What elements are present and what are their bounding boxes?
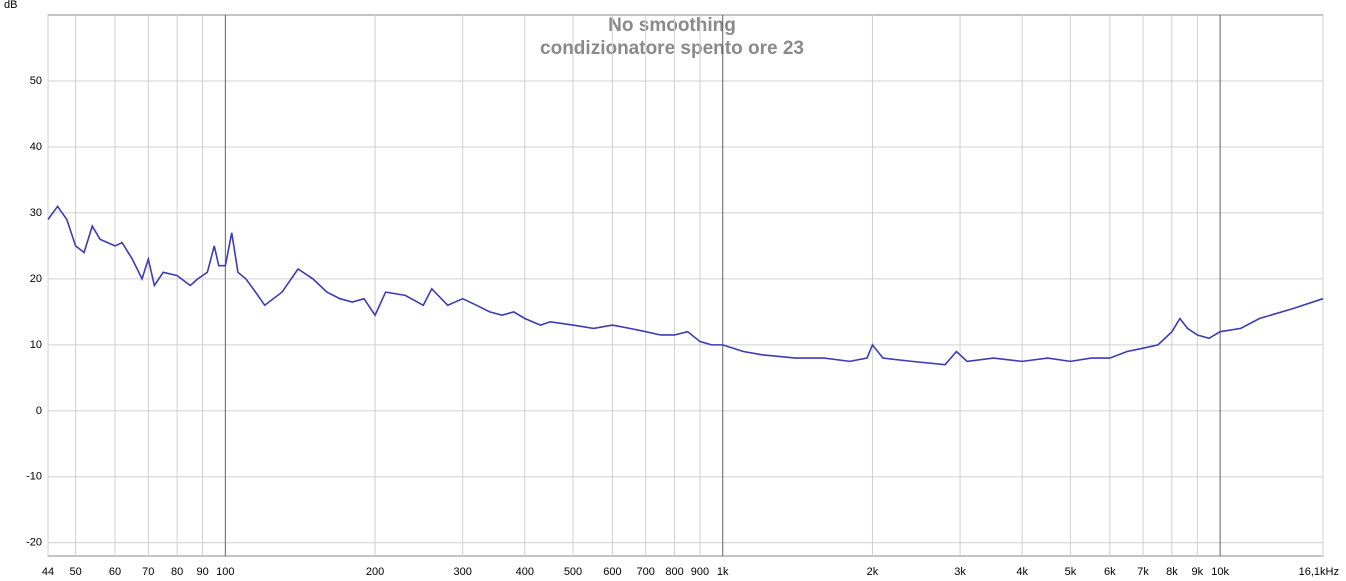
x-tick-label: 5k [1065, 566, 1077, 578]
y-tick-label: -20 [26, 537, 42, 549]
plot-area [47, 14, 1324, 557]
x-tick-label: 1k [717, 566, 729, 578]
y-tick-label: 0 [36, 405, 42, 417]
y-tick-label: 50 [30, 75, 42, 87]
x-tick-label: 70 [142, 566, 154, 578]
y-tick-label: 40 [30, 141, 42, 153]
x-tick-label: 600 [603, 566, 621, 578]
x-tick-label: 8k [1166, 566, 1178, 578]
x-tick-label: 7k [1137, 566, 1149, 578]
y-tick-label: 30 [30, 207, 42, 219]
chart-subtitle: condizionatore spento ore 23 [540, 38, 804, 59]
x-tick-label: 9k [1192, 566, 1204, 578]
x-tick-label: 4k [1016, 566, 1028, 578]
x-tick-label: 60 [109, 566, 121, 578]
x-tick-label: 16,1kHz [1299, 566, 1339, 578]
y-axis-label: dB [4, 0, 17, 11]
x-tick-label: 50 [69, 566, 81, 578]
x-tick-label: 700 [637, 566, 655, 578]
x-tick-label: 800 [665, 566, 683, 578]
x-tick-label: 200 [366, 566, 384, 578]
x-tick-label: 2k [867, 566, 879, 578]
y-tick-label: -10 [26, 471, 42, 483]
x-tick-label: 100 [216, 566, 234, 578]
x-tick-label: 6k [1104, 566, 1116, 578]
x-tick-label: 80 [171, 566, 183, 578]
x-tick-label: 44 [42, 566, 54, 578]
x-tick-label: 300 [453, 566, 471, 578]
x-tick-label: 900 [691, 566, 709, 578]
chart-title: No smoothing [608, 15, 736, 36]
y-tick-label: 10 [30, 339, 42, 351]
x-tick-label: 3k [954, 566, 966, 578]
x-tick-label: 10k [1211, 566, 1229, 578]
x-tick-label: 400 [516, 566, 534, 578]
data-line [47, 204, 1324, 366]
y-tick-label: 20 [30, 273, 42, 285]
x-tick-label: 500 [564, 566, 582, 578]
x-tick-label: 90 [196, 566, 208, 578]
